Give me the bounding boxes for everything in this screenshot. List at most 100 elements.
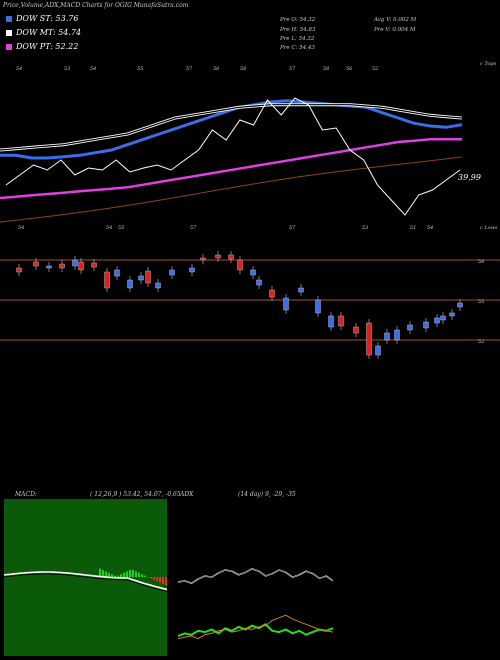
- candle-body: [457, 302, 463, 308]
- pt-ema-line: [0, 138, 462, 200]
- candle-body: [127, 279, 133, 289]
- current-price-label: 39.99: [458, 173, 481, 182]
- macd-bar: [150, 577, 152, 579]
- legend-mt-label: DOW MT: 54.74: [16, 28, 82, 37]
- candle-body: [215, 254, 221, 259]
- macd-chart: [3, 499, 170, 656]
- candle-body: [449, 312, 455, 317]
- candle-body: [440, 315, 446, 321]
- candle-body: [407, 324, 413, 331]
- bottom-price-label: 53: [362, 225, 368, 231]
- chart-title: Price,Volume,ADX,MACD Charts for OGIG Mu…: [3, 2, 189, 9]
- level-label-52: 52: [478, 339, 484, 345]
- candle-body: [228, 254, 234, 260]
- plus-di-line: [177, 623, 334, 637]
- macd-bar: [105, 571, 107, 577]
- macd-bar: [99, 568, 101, 577]
- stat-close: Pre C: 54.43: [280, 45, 315, 51]
- macd-line: [3, 571, 168, 591]
- top-price-label: 55: [137, 66, 143, 72]
- bottom-price-label: 55: [118, 225, 124, 231]
- bottom-price-label: 54: [18, 225, 24, 231]
- candle-body: [298, 287, 304, 293]
- macd-bar: [135, 571, 137, 577]
- stat-open: Pre O: 54.32: [280, 17, 316, 23]
- legend-pt: DOW PT: 52.22: [6, 42, 78, 51]
- candle-body: [366, 322, 372, 356]
- macd-bar: [129, 570, 131, 577]
- candle-body: [250, 269, 256, 276]
- adx-values: (14 day) 9, -29, -35: [238, 491, 296, 498]
- macd-bar: [120, 574, 122, 577]
- stat-low: Pre L: 54.32: [280, 36, 315, 42]
- legend-pt-swatch: [6, 43, 12, 50]
- candle-body: [114, 269, 120, 277]
- candle-body: [200, 257, 206, 261]
- price-chart: 54 53 54 55 57 56 58 57 58 56 52 c Tops c Lows 39.…: [0, 61, 500, 359]
- top-price-label: 52: [372, 66, 378, 72]
- candle-body: [434, 317, 440, 324]
- bottom-price-label: 57: [190, 225, 197, 231]
- top-price-label: 56: [213, 66, 220, 72]
- level-label-58: 58: [478, 259, 484, 265]
- macd-bar: [162, 577, 164, 584]
- mt-ema-line-inner: [0, 104, 463, 151]
- ema-lines: [0, 97, 463, 223]
- legend-st: DOW ST: 53.76: [6, 14, 78, 23]
- legend-pt-label: DOW PT: 52.22: [16, 42, 79, 51]
- minus-di-line: [177, 614, 334, 640]
- macd-bar: [144, 575, 146, 577]
- top-price-label: 56: [346, 66, 353, 72]
- stat-high: Pre H: 54.83: [280, 27, 316, 33]
- macd-bar: [126, 571, 128, 577]
- candlesticks: [16, 251, 463, 359]
- adx-line-inner: [177, 568, 334, 584]
- stat-pre-vol: Pre V: 0.004 M: [374, 27, 416, 33]
- macd-bar: [153, 577, 155, 580]
- candle-body: [375, 345, 381, 356]
- candle-body: [46, 265, 52, 269]
- candle-body: [155, 282, 161, 289]
- candle-body: [269, 289, 275, 298]
- macd-bar: [165, 577, 167, 586]
- adx-label: ADX: [180, 491, 194, 498]
- bottom-price-label: 54: [106, 225, 112, 231]
- bottom-price-label: 57: [289, 225, 296, 231]
- legend-st-swatch: [6, 15, 12, 22]
- top-price-labels: 54 53 54 55 57 56 58 57 58 56 52: [16, 66, 378, 72]
- macd-bar: [102, 570, 104, 577]
- macd-bar: [156, 577, 158, 582]
- macd-bar: [141, 574, 143, 577]
- candle-body: [237, 259, 243, 271]
- candle-body: [91, 262, 97, 268]
- candle-body: [169, 269, 175, 276]
- macd-label: MACD:: [15, 491, 37, 498]
- candle-body: [72, 259, 78, 267]
- top-price-label: 57: [186, 66, 193, 72]
- macd-bar: [159, 577, 161, 583]
- candle-body: [59, 263, 65, 269]
- level-label-55: 55: [478, 299, 484, 305]
- top-price-label: 58: [240, 66, 246, 72]
- macd-bar: [111, 574, 113, 577]
- tops-label: c Tops: [480, 61, 497, 67]
- legend-mt-swatch: [6, 29, 12, 36]
- bottom-price-label: 54: [427, 225, 433, 231]
- candle-body: [16, 267, 22, 273]
- brown-ema-line: [0, 156, 463, 223]
- top-price-label: 54: [90, 66, 96, 72]
- candle-body: [423, 321, 429, 329]
- macd-background: [4, 499, 167, 656]
- candle-body: [315, 299, 321, 314]
- candle-body: [384, 332, 390, 341]
- macd-bar: [138, 572, 140, 577]
- candle-body: [138, 275, 144, 281]
- top-price-label: 54: [16, 66, 22, 72]
- macd-panel: [3, 499, 170, 656]
- bottom-price-labels: 54 54 55 57 57 53 51 54: [18, 225, 433, 231]
- macd-bar: [117, 575, 119, 577]
- top-price-label: 53: [64, 66, 70, 72]
- adx-chart: [176, 499, 335, 656]
- macd-bar: [147, 577, 149, 578]
- candle-body: [353, 326, 359, 334]
